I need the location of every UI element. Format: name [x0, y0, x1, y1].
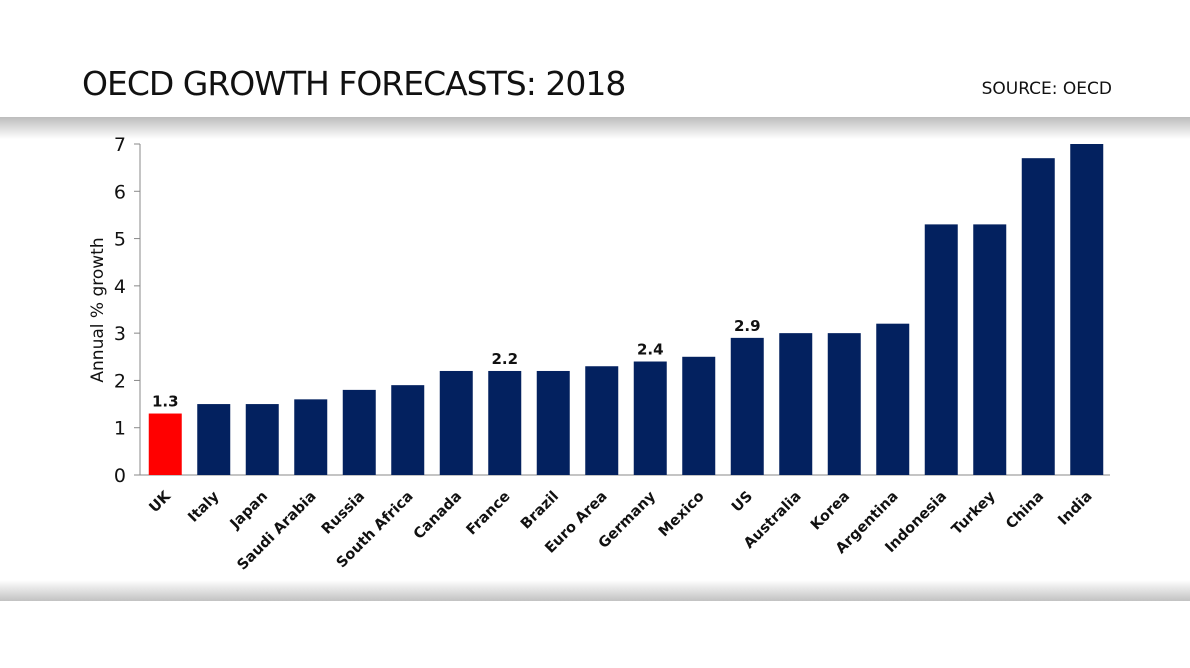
bottom-divider [0, 580, 1190, 601]
x-tick-label: Russia [319, 489, 368, 538]
bar-australia [779, 333, 813, 475]
source-label: SOURCE: OECD [981, 79, 1112, 99]
y-tick-label: 6 [114, 181, 126, 203]
y-tick-label: 3 [114, 323, 126, 345]
x-tick-label: India [1055, 489, 1095, 529]
bar-argentina [876, 323, 910, 475]
x-tick-label: Turkey [949, 488, 999, 538]
bar-france [488, 370, 522, 475]
x-tick-label: UK [146, 488, 174, 516]
bar-us [730, 337, 764, 475]
x-tick-label: Canada [411, 489, 465, 543]
x-tick-label: Japan [227, 489, 271, 533]
data-label: 1.3 [152, 393, 179, 411]
chart-title: OECD GROWTH FORECASTS: 2018 [82, 64, 626, 103]
y-tick-label: 1 [114, 418, 126, 440]
bar-canada [439, 370, 473, 475]
x-tick-label: Korea [808, 489, 853, 534]
x-tick-label: Mexico [656, 488, 708, 540]
bar-mexico [682, 356, 716, 475]
y-tick-label: 2 [114, 370, 126, 392]
bar-germany [633, 361, 667, 475]
y-tick-label: 4 [114, 276, 126, 298]
bar-russia [342, 389, 376, 475]
y-tick-label: 0 [114, 465, 126, 487]
bar-indonesia [924, 224, 958, 475]
x-tick-label: Italy [185, 488, 223, 526]
x-tick-label: France [464, 488, 514, 538]
bar-euro-area [585, 366, 619, 475]
bar-saudi-arabia [294, 399, 328, 475]
x-tick-label: Brazil [518, 489, 562, 533]
bar-korea [827, 333, 861, 475]
x-tick-label: US [729, 489, 756, 516]
bar-india [1070, 144, 1104, 475]
x-tick-label: China [1003, 489, 1047, 533]
data-label: 2.2 [491, 350, 518, 368]
y-axis-label: Annual % growth [88, 237, 108, 382]
y-tick-label: 7 [114, 134, 126, 156]
bar-brazil [536, 370, 570, 475]
bar-japan [245, 404, 279, 475]
bar-italy [197, 404, 231, 475]
top-divider [0, 117, 1190, 139]
y-tick-label: 5 [114, 229, 126, 251]
data-label: 2.4 [637, 341, 664, 359]
bar-china [1021, 158, 1055, 475]
bar-uk [148, 413, 182, 475]
bar-turkey [973, 224, 1007, 475]
data-label: 2.9 [734, 317, 761, 335]
bar-south-africa [391, 385, 425, 475]
